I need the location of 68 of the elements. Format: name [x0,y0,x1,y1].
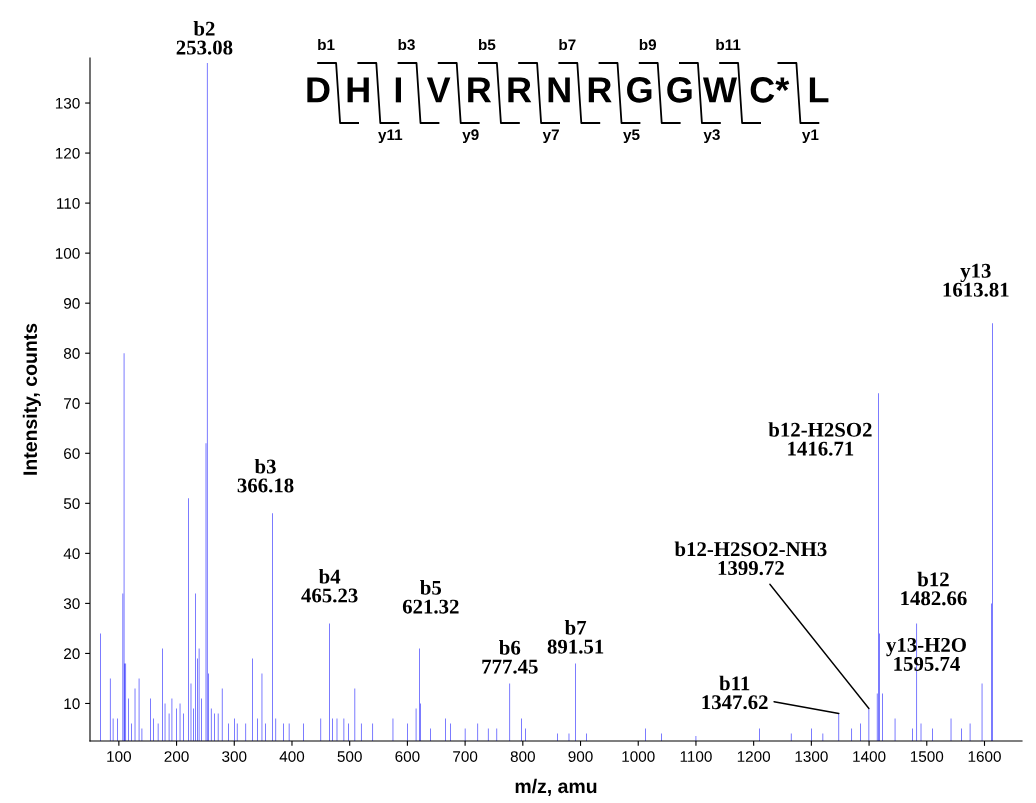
annotation: y7 [542,129,559,144]
annotation: b6 777.45 [482,640,538,674]
annotation: b2 253.08 [176,21,233,55]
x-tick-label: 900 [568,751,593,762]
y-tick-label: 20 [64,648,80,660]
text: b5 [478,38,496,51]
x-tick-label: 400 [279,751,305,762]
annotation: b11 1347.62 [702,675,768,710]
y-tick-label: 90 [64,298,80,309]
annotation: C* [750,77,790,103]
text: b11 [716,38,741,51]
annotation: G [667,77,692,103]
x-axis-title: m/z, amu [515,778,597,796]
annotation: b7 891.51 [547,620,604,654]
annotation: b3 366.18 [237,458,294,493]
annotation: b12-H2SO2 1416.71 [768,422,872,456]
text: b1 [318,38,335,51]
x-tick-label: 200 [164,751,189,762]
y-tick-label: 120 [55,147,80,159]
text: b7 [559,38,576,51]
annotation: L [809,77,829,103]
x-tick-label: 700 [453,751,478,762]
x-tick-label: 300 [222,751,247,762]
annotation: y9 [462,129,479,144]
annotation: b4 465.23 [301,568,358,603]
text: b9 [639,38,657,51]
x-tick-label: 1600 [968,751,1001,762]
x-tick-label: 1300 [795,751,828,762]
annotation: y13 1613.81 [943,263,1009,297]
x-tick-label: 1000 [622,751,655,762]
annotation: G [627,77,652,103]
y-tick-label: 110 [57,197,80,209]
y-tick-label: 80 [63,348,80,359]
annotation: I [395,77,401,103]
annotation: N [548,77,570,103]
x-tick-label: 1200 [737,751,771,762]
annotation: H [347,77,369,103]
y-tick-label: 60 [64,448,80,459]
y-tick-label: 30 [63,598,80,610]
annotation: R [588,77,612,103]
x-tick-label: 1500 [910,751,944,762]
y-tick-label: 70 [64,398,80,409]
x-tick-label: 1100 [680,751,712,762]
x-tick-label: 500 [337,751,362,762]
annotation: b12-H2SO2-NH3 1399.72 [674,541,827,576]
text: b3 [398,38,415,51]
annotation: y3 [703,129,720,144]
x-tick-label: 1400 [853,751,886,762]
annotation: y1 [802,129,819,144]
y-tick-label: 130 [55,97,80,109]
annotation: R [508,77,532,103]
y-tick-label: 100 [55,248,80,259]
annotation: b5 621.32 [402,580,459,614]
y-tick-label: 40 [63,548,80,560]
annotation: D [307,77,330,103]
x-tick-label: 600 [395,751,420,762]
annotation: y13-H2O 1595.74 [886,637,966,671]
y-tick-label: 10 [64,698,80,710]
annotation: W [702,77,737,103]
annotation: b12 1482.66 [901,571,967,606]
y-tick-label: 50 [63,498,80,510]
annotation: y11 [378,129,403,144]
annotation: R [468,77,492,103]
annotation: y5 [623,129,640,144]
y-axis-title: Intensity, counts [22,323,41,475]
annotation: V [426,77,451,103]
x-tick-label: 800 [510,751,535,762]
x-tick-label: 100 [107,751,131,762]
